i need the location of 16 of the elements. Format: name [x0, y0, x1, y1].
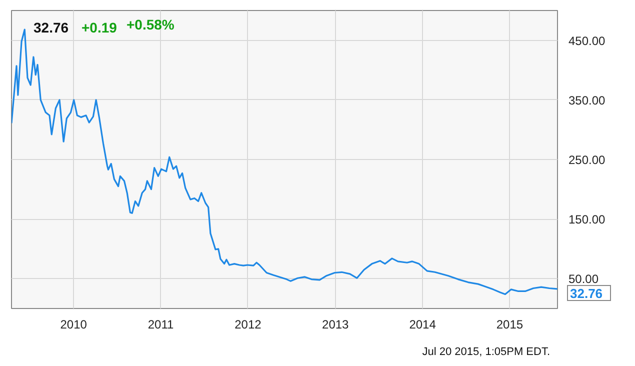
- x-tick-label: 2015: [496, 318, 524, 332]
- annotation: +0.58%: [126, 16, 175, 32]
- y-tick-label: 250.00: [568, 153, 606, 167]
- text: 32.76: [34, 20, 69, 36]
- y-tick-label: 450.00: [568, 34, 606, 48]
- x-tick-label: 2012: [234, 318, 262, 332]
- x-tick-label: 2013: [322, 318, 350, 332]
- text: Jul 20 2015, 1:05PM EDT.: [422, 345, 550, 360]
- y-tick-label: 50.00: [568, 272, 599, 286]
- x-tick-label: 2014: [409, 318, 436, 332]
- x-tick-label: 2011: [148, 318, 174, 332]
- y-tick-label: 150.00: [568, 212, 606, 227]
- annotation: 32.76: [570, 286, 603, 302]
- x-tick-label: 2010: [60, 318, 88, 332]
- annotation: +0.19: [82, 20, 118, 36]
- y-tick-label: 350.00: [568, 93, 606, 108]
